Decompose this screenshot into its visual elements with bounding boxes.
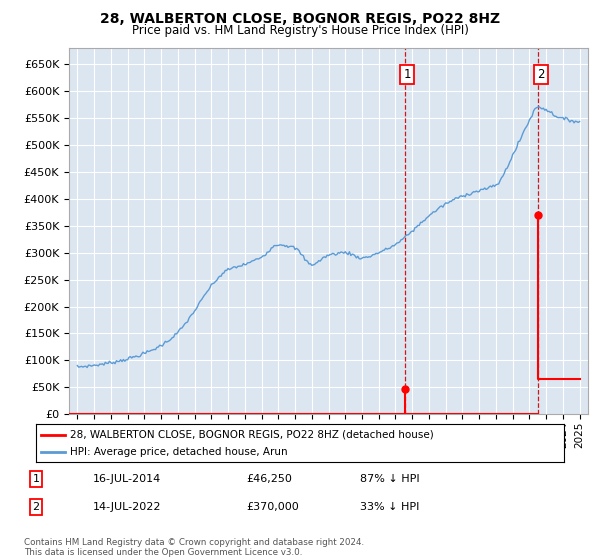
Text: 87% ↓ HPI: 87% ↓ HPI [360, 474, 419, 484]
Text: 1: 1 [403, 68, 411, 81]
Text: £370,000: £370,000 [246, 502, 299, 512]
Text: 16-JUL-2014: 16-JUL-2014 [93, 474, 161, 484]
Text: Contains HM Land Registry data © Crown copyright and database right 2024.
This d: Contains HM Land Registry data © Crown c… [24, 538, 364, 557]
Text: 28, WALBERTON CLOSE, BOGNOR REGIS, PO22 8HZ (detached house): 28, WALBERTON CLOSE, BOGNOR REGIS, PO22 … [70, 430, 434, 440]
Text: £46,250: £46,250 [246, 474, 292, 484]
Text: Price paid vs. HM Land Registry's House Price Index (HPI): Price paid vs. HM Land Registry's House … [131, 24, 469, 36]
Text: HPI: Average price, detached house, Arun: HPI: Average price, detached house, Arun [70, 447, 288, 458]
Text: 2: 2 [537, 68, 545, 81]
Text: 1: 1 [32, 474, 40, 484]
Text: 2: 2 [32, 502, 40, 512]
Text: 14-JUL-2022: 14-JUL-2022 [93, 502, 161, 512]
Text: 33% ↓ HPI: 33% ↓ HPI [360, 502, 419, 512]
Text: 28, WALBERTON CLOSE, BOGNOR REGIS, PO22 8HZ: 28, WALBERTON CLOSE, BOGNOR REGIS, PO22 … [100, 12, 500, 26]
